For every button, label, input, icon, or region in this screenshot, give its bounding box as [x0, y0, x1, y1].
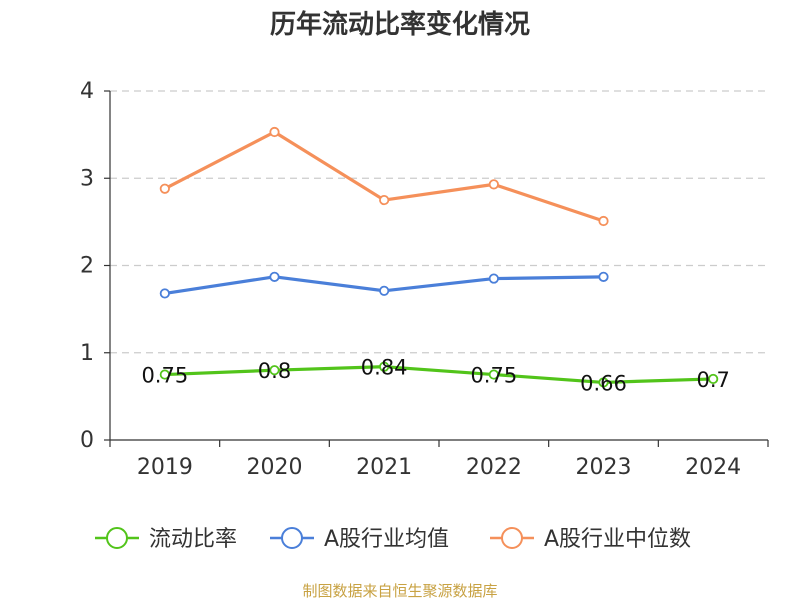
legend-marker-icon [106, 527, 128, 549]
data-label: 0.75 [141, 364, 188, 388]
x-tick-label: 2021 [356, 455, 412, 480]
y-tick-label: 3 [80, 166, 94, 191]
data-point[interactable] [379, 361, 390, 372]
y-tick-label: 2 [80, 254, 94, 279]
series-line-0 [164, 365, 714, 385]
x-tick-label: 2023 [576, 455, 632, 480]
x-tick-label: 2020 [247, 455, 303, 480]
data-labels: 0.75 0.8 0.84 0.75 0.66 0.7 [141, 356, 729, 396]
data-point[interactable] [598, 377, 609, 388]
data-point[interactable] [159, 369, 170, 380]
data-point[interactable] [379, 194, 390, 206]
series-layer [159, 126, 719, 388]
data-point[interactable] [159, 183, 170, 194]
legend-marker-icon [501, 527, 523, 549]
legend-label: A股行业中位数 [544, 527, 691, 552]
data-point[interactable] [488, 273, 499, 284]
data-point[interactable] [488, 179, 499, 190]
data-point[interactable] [708, 373, 719, 385]
x-tick-label: 2024 [685, 455, 741, 480]
axes: 0 1 2 3 4 2019 2020 2021 2022 2023 2024 [80, 79, 769, 480]
legend[interactable]: 流动比率 A股行业均值 A股行业中位数 [95, 527, 691, 552]
data-point[interactable] [598, 271, 609, 282]
data-point[interactable] [269, 126, 280, 138]
series-line-2 [164, 130, 605, 223]
data-label: 0.66 [580, 371, 627, 395]
source-note: 制图数据来自恒生聚源数据库 [302, 582, 497, 600]
data-point[interactable] [269, 365, 280, 376]
legend-marker-icon [281, 527, 303, 549]
y-tick-label: 0 [80, 428, 94, 453]
legend-label: 流动比率 [149, 527, 237, 552]
data-label: 0.75 [470, 364, 517, 388]
data-label: 0.8 [258, 359, 291, 383]
legend-item-0[interactable]: 流动比率 [95, 527, 237, 552]
y-tick-label: 1 [80, 341, 94, 366]
data-point[interactable] [159, 288, 170, 299]
x-tick-label: 2019 [137, 455, 193, 480]
legend-item-1[interactable]: A股行业均值 [270, 527, 449, 552]
data-point[interactable] [488, 369, 499, 380]
data-label: 0.7 [696, 368, 729, 392]
data-point[interactable] [269, 271, 280, 282]
data-point[interactable] [598, 215, 609, 227]
grid [110, 90, 768, 354]
data-point[interactable] [379, 285, 390, 296]
legend-label: A股行业均值 [324, 527, 449, 552]
y-tick-label: 4 [80, 79, 94, 104]
x-tick-label: 2022 [466, 455, 522, 480]
data-label: 0.84 [361, 356, 408, 380]
legend-item-2[interactable]: A股行业中位数 [490, 527, 691, 552]
chart-title: 历年流动比率变化情况 [270, 9, 530, 40]
